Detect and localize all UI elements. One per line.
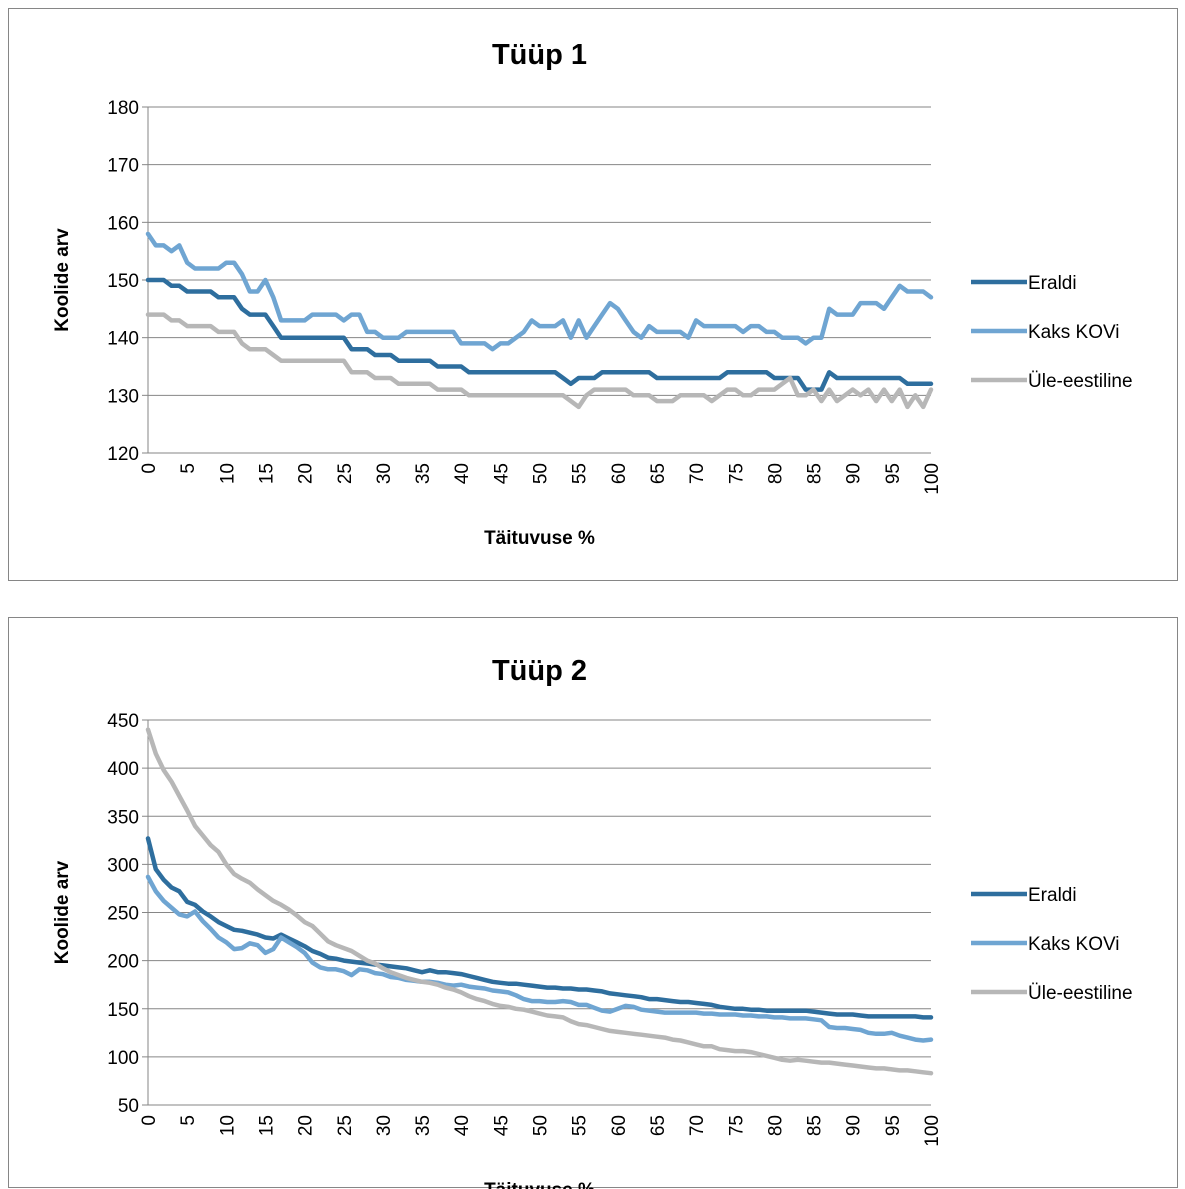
- x-tick-label: 45: [491, 1115, 512, 1136]
- x-tick-label: 40: [452, 1115, 473, 1136]
- chart-title: Tüüp 2: [492, 655, 587, 687]
- y-tick-label: 350: [107, 807, 139, 828]
- series-line-2: [145, 231, 934, 352]
- x-tick-label: 25: [335, 463, 356, 484]
- x-tick-label: 80: [765, 463, 786, 484]
- x-tick-label: 65: [648, 1115, 669, 1136]
- x-tick-label: 20: [296, 463, 317, 484]
- series-line-1: [145, 277, 934, 392]
- x-tick-label: 30: [374, 463, 395, 484]
- x-tick-label: 90: [844, 463, 865, 484]
- x-tick-label: 5: [178, 463, 199, 474]
- x-tick-label: 0: [139, 463, 160, 474]
- x-tick-label: 10: [217, 1115, 238, 1136]
- y-tick-label: 150: [107, 1000, 139, 1021]
- y-tick-label: 150: [107, 271, 139, 292]
- x-tick-label: 40: [452, 463, 473, 484]
- x-axis-title: Täituvuse %: [484, 528, 595, 549]
- x-tick-label: 90: [844, 1115, 865, 1136]
- legend-label: Eraldi: [1028, 885, 1077, 906]
- legend-label: Üle-eestiline: [1028, 983, 1133, 1004]
- x-tick-label: 60: [609, 463, 630, 484]
- x-tick-label: 35: [413, 1115, 434, 1136]
- chart-2-svg: Tüüp 2 50 100 150 200 250 300 350 400 450 0 5 10 15 20…: [52, 655, 1133, 1189]
- x-tick-label: 85: [805, 1115, 826, 1136]
- x-tick-label: 55: [570, 1115, 591, 1136]
- x-tick-label: 75: [726, 1115, 747, 1136]
- x-tick-label: 50: [531, 1115, 552, 1136]
- x-tick-label: 25: [335, 1115, 356, 1136]
- y-tick-label: 140: [107, 329, 139, 350]
- chart-title: Tüüp 1: [492, 39, 587, 71]
- y-tick-label: 250: [107, 904, 139, 925]
- series-line-3: [145, 727, 934, 1076]
- chart-tuup-1: Tüüp 1 120 130 140 150 160 170 180 0 5 10 15 20 25 30 3…: [8, 8, 1178, 581]
- x-tick-label: 45: [491, 463, 512, 484]
- series-line-2: [145, 874, 934, 1043]
- x-tick-label: 70: [687, 463, 708, 484]
- x-tick-label: 15: [256, 463, 277, 484]
- x-tick-label: 35: [413, 463, 434, 484]
- series-line-1: [145, 836, 934, 1020]
- x-tick-label: 85: [805, 463, 826, 484]
- x-tick-label: 100: [922, 1115, 943, 1147]
- x-tick-label: 50: [531, 463, 552, 484]
- y-tick-label: 100: [107, 1048, 139, 1069]
- x-tick-label: 30: [374, 1115, 395, 1136]
- x-tick-label: 10: [217, 463, 238, 484]
- y-tick-label: 450: [107, 711, 139, 732]
- y-tick-label: 300: [107, 855, 139, 876]
- legend-label: Üle-eestiline: [1028, 371, 1133, 392]
- y-tick-label: 170: [107, 156, 139, 177]
- y-axis-title: Koolide arv: [52, 228, 73, 332]
- x-tick-label: 55: [570, 463, 591, 484]
- chart-1-svg: Tüüp 1 120 130 140 150 160 170 180 0 5 10 15 20 25 30 3…: [52, 39, 1133, 549]
- legend-label: Eraldi: [1028, 273, 1077, 294]
- y-tick-label: 400: [107, 759, 139, 780]
- x-axis-title: Täituvuse %: [484, 1180, 595, 1189]
- x-tick-label: 80: [765, 1115, 786, 1136]
- y-tick-label: 120: [107, 444, 139, 465]
- y-tick-label: 200: [107, 952, 139, 973]
- series-line-3: [145, 312, 934, 410]
- y-axis-title: Koolide arv: [52, 860, 73, 964]
- x-tick-label: 20: [296, 1115, 317, 1136]
- x-tick-label: 100: [922, 463, 943, 495]
- y-tick-label: 180: [107, 98, 139, 119]
- y-tick-label: 130: [107, 386, 139, 407]
- chart-tuup-2: Tüüp 2 50 100 150 200 250 300 350 400 450 0 5 10 15 20…: [8, 617, 1178, 1189]
- x-tick-label: 95: [883, 463, 904, 484]
- y-tick-label: 50: [118, 1096, 139, 1117]
- x-tick-label: 70: [687, 1115, 708, 1136]
- y-tick-label: 160: [107, 213, 139, 234]
- x-tick-label: 5: [178, 1115, 199, 1126]
- x-tick-label: 60: [609, 1115, 630, 1136]
- legend-label: Kaks KOVi: [1028, 934, 1120, 955]
- legend-label: Kaks KOVi: [1028, 322, 1120, 343]
- x-tick-label: 65: [648, 463, 669, 484]
- x-tick-label: 95: [883, 1115, 904, 1136]
- x-tick-label: 75: [726, 463, 747, 484]
- x-tick-label: 15: [256, 1115, 277, 1136]
- x-tick-label: 0: [139, 1115, 160, 1126]
